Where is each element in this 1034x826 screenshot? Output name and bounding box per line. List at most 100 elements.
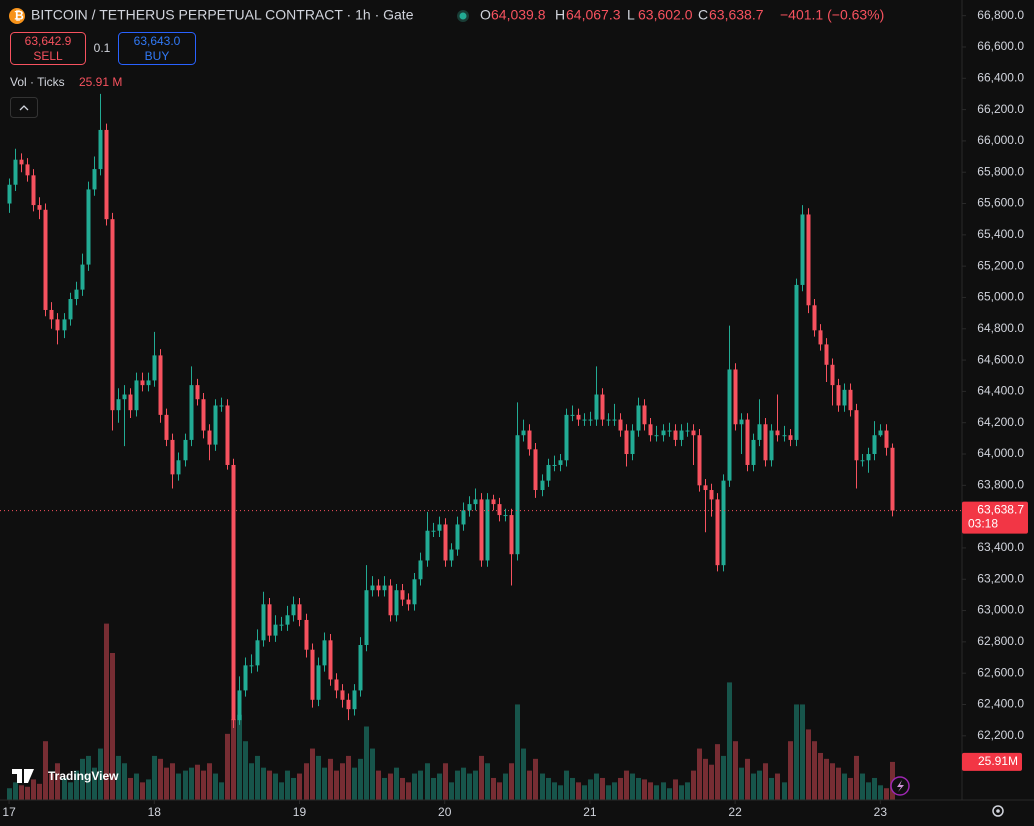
candle-body [370, 585, 375, 591]
sell-label[interactable]: SELL [33, 49, 63, 63]
candle-body [207, 430, 212, 445]
y-tick-label: 65,200.0 [977, 258, 1024, 272]
collapse-button[interactable] [10, 97, 38, 118]
volume-bar [769, 777, 774, 800]
volume-bar [195, 764, 200, 800]
candle-body [80, 264, 85, 290]
volume-bar [564, 770, 569, 800]
candle-body [582, 419, 587, 421]
volume-bar [661, 782, 666, 800]
candle-body [13, 159, 18, 185]
volume-bar [104, 623, 109, 800]
volume-bar [304, 763, 309, 800]
y-tick-label: 66,200.0 [977, 102, 1024, 116]
candle-body [425, 530, 430, 561]
volume-bar [406, 782, 411, 800]
candle-body [782, 435, 787, 437]
settings-button[interactable] [992, 805, 1004, 817]
candle-body [890, 447, 895, 511]
volume-bar [7, 788, 12, 800]
sell-price[interactable]: 63,642.9 [25, 34, 72, 48]
candle-body [74, 289, 79, 300]
y-tick-label: 64,600.0 [977, 352, 1024, 366]
volume-bar [176, 773, 181, 800]
candle-body [195, 385, 200, 400]
volume-bar [116, 755, 121, 800]
volume-bar [370, 748, 375, 800]
volume-bar [237, 714, 242, 800]
candle-body [388, 585, 393, 616]
volume-bar [727, 682, 732, 800]
candle-body [485, 499, 490, 561]
y-tick-label: 65,600.0 [977, 196, 1024, 210]
candle-body [691, 430, 696, 436]
volume-bar [140, 782, 145, 800]
volume-bar [158, 758, 163, 800]
candle-body [122, 394, 127, 400]
candle-body [43, 209, 48, 310]
events-icon[interactable] [897, 780, 904, 792]
volume-bar [122, 763, 127, 800]
ohlc-value: 63,602.0 [638, 7, 693, 23]
last-price-tag [962, 501, 1028, 534]
volume-bar [467, 773, 472, 800]
candle-body [340, 690, 345, 700]
ohlc-key: O [480, 7, 491, 23]
volume-bar [400, 777, 405, 800]
volume-bar [739, 767, 744, 800]
volume-bar [763, 763, 768, 800]
volume-bar [207, 763, 212, 800]
volume-bar [576, 782, 581, 800]
candle-body [62, 319, 67, 331]
volume-bar [394, 767, 399, 800]
sell-button[interactable] [10, 32, 86, 65]
volume-bar [261, 767, 266, 800]
buy-price[interactable]: 63,643.0 [134, 34, 181, 48]
bitcoin-glyph: ₿ [14, 9, 24, 23]
status-dot [459, 12, 467, 20]
volume-bar [334, 770, 339, 800]
volume-bar [346, 755, 351, 800]
volume-bar [146, 779, 151, 800]
buy-label[interactable]: BUY [145, 49, 170, 63]
candle-body [654, 435, 659, 437]
volume-bar [92, 767, 97, 800]
volume-bar [322, 767, 327, 800]
y-tick-label: 63,200.0 [977, 571, 1024, 585]
volume-bar [128, 777, 133, 800]
volume-bar [745, 758, 750, 800]
y-tick-label: 66,600.0 [977, 39, 1024, 53]
candle-body [733, 369, 738, 425]
candle-body [110, 219, 115, 411]
candle-body [237, 690, 242, 721]
volume-bar [170, 763, 175, 800]
volume-bar [55, 763, 60, 800]
volume-bar [830, 763, 835, 800]
volume-bar [412, 773, 417, 800]
volume-bar [62, 777, 67, 800]
candle-body [189, 385, 194, 440]
candle-body [842, 389, 847, 406]
candle-body [116, 399, 121, 411]
ohlc-key: L [627, 7, 635, 23]
candle-body [400, 590, 405, 600]
candle-body [636, 405, 641, 431]
volume-bar [703, 758, 708, 800]
candle-body [612, 419, 617, 421]
x-tick-label: 23 [874, 805, 888, 819]
volume-bar [866, 782, 871, 800]
candle-body [261, 604, 266, 641]
volume-bar [461, 767, 466, 800]
candle-body [249, 665, 254, 667]
volume-bar [316, 755, 321, 800]
volume-bar [382, 777, 387, 800]
candle-body [231, 464, 236, 721]
volume-bar [884, 788, 889, 800]
collapse-chevron[interactable] [19, 105, 29, 111]
volume-bar [691, 770, 696, 800]
candle-body [31, 175, 36, 206]
volume-bar [800, 704, 805, 800]
settings-icon[interactable] [996, 809, 1000, 813]
buy-button[interactable] [118, 32, 196, 65]
